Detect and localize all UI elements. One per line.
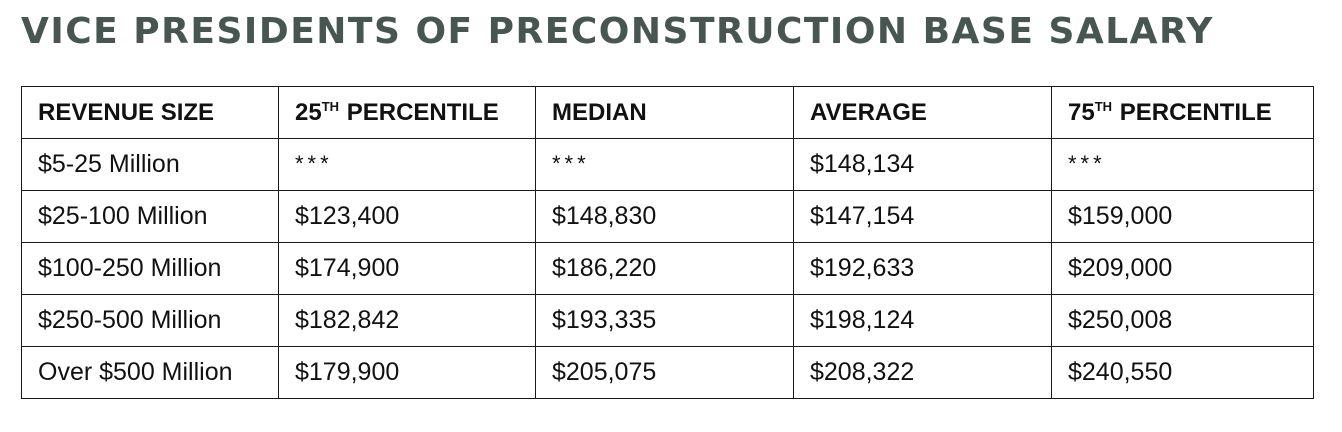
percentile-75-cell: $240,550: [1051, 346, 1314, 399]
percentile-75-cell: $209,000: [1051, 242, 1314, 295]
revenue-size-cell: $5-25 Million: [21, 138, 279, 191]
table-header-row: REVENUE SIZE 25TH PERCENTILE MEDIAN AVER…: [21, 86, 1314, 139]
table-row: $250-500 Million $182,842 $193,335 $198,…: [21, 294, 1314, 347]
column-header-revenue-size: REVENUE SIZE: [21, 86, 279, 139]
percentile-25-cell: $174,900: [278, 242, 536, 295]
column-header-average: AVERAGE: [793, 86, 1052, 139]
salary-table: REVENUE SIZE 25TH PERCENTILE MEDIAN AVER…: [21, 86, 1314, 399]
average-cell: $198,124: [793, 294, 1052, 347]
median-cell: ***: [535, 138, 794, 191]
revenue-size-cell: Over $500 Million: [21, 346, 279, 399]
page-title: VICE PRESIDENTS OF PRECONSTRUCTION BASE …: [21, 11, 1214, 52]
percentile-25-cell: $182,842: [278, 294, 536, 347]
average-cell: $148,134: [793, 138, 1052, 191]
table-row: $25-100 Million $123,400 $148,830 $147,1…: [21, 190, 1314, 243]
average-cell: $147,154: [793, 190, 1052, 243]
percentile-75-cell: $159,000: [1051, 190, 1314, 243]
average-cell: $192,633: [793, 242, 1052, 295]
median-cell: $148,830: [535, 190, 794, 243]
ordinal-suffix: TH: [321, 98, 340, 114]
table-row: $5-25 Million *** *** $148,134 ***: [21, 138, 1314, 191]
ordinal-suffix: TH: [1094, 98, 1113, 114]
average-cell: $208,322: [793, 346, 1052, 399]
column-header-75th-percentile: 75TH PERCENTILE: [1051, 86, 1314, 139]
revenue-size-cell: $250-500 Million: [21, 294, 279, 347]
revenue-size-cell: $100-250 Million: [21, 242, 279, 295]
column-header-25th-percentile: 25TH PERCENTILE: [278, 86, 536, 139]
median-cell: $205,075: [535, 346, 794, 399]
percentile-25-cell: $123,400: [278, 190, 536, 243]
revenue-size-cell: $25-100 Million: [21, 190, 279, 243]
median-cell: $186,220: [535, 242, 794, 295]
median-cell: $193,335: [535, 294, 794, 347]
percentile-75-cell: $250,008: [1051, 294, 1314, 347]
percentile-75-cell: ***: [1051, 138, 1314, 191]
table-row: $100-250 Million $174,900 $186,220 $192,…: [21, 242, 1314, 295]
percentile-25-cell: $179,900: [278, 346, 536, 399]
column-header-median: MEDIAN: [535, 86, 794, 139]
table-row: Over $500 Million $179,900 $205,075 $208…: [21, 346, 1314, 399]
percentile-25-cell: ***: [278, 138, 536, 191]
